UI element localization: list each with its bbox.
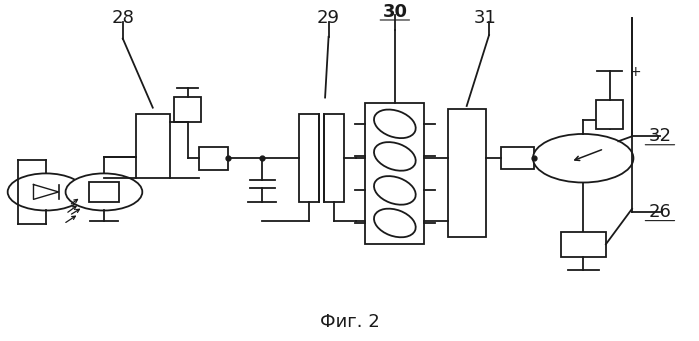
Bar	[174, 97, 201, 122]
Bar	[365, 103, 424, 244]
Text: 26: 26	[649, 203, 671, 221]
Ellipse shape	[374, 176, 416, 205]
Bar	[596, 100, 623, 129]
Bar	[561, 232, 606, 257]
Circle shape	[533, 134, 633, 182]
Text: +: +	[629, 65, 641, 79]
Circle shape	[66, 174, 143, 210]
Bar	[299, 114, 319, 202]
Ellipse shape	[374, 209, 416, 237]
Text: 30: 30	[382, 3, 408, 20]
Text: 31: 31	[474, 9, 497, 27]
Circle shape	[8, 174, 85, 210]
Bar	[447, 109, 486, 237]
Ellipse shape	[374, 142, 416, 171]
Text: 32: 32	[649, 127, 672, 145]
Bar	[136, 114, 170, 178]
Ellipse shape	[374, 109, 416, 138]
Bar	[324, 114, 344, 202]
Text: 29: 29	[317, 9, 340, 27]
Bar	[500, 147, 534, 169]
Bar	[89, 182, 119, 202]
Text: Фиг. 2: Фиг. 2	[319, 313, 380, 331]
Text: 28: 28	[111, 9, 134, 27]
Bar	[199, 147, 228, 170]
